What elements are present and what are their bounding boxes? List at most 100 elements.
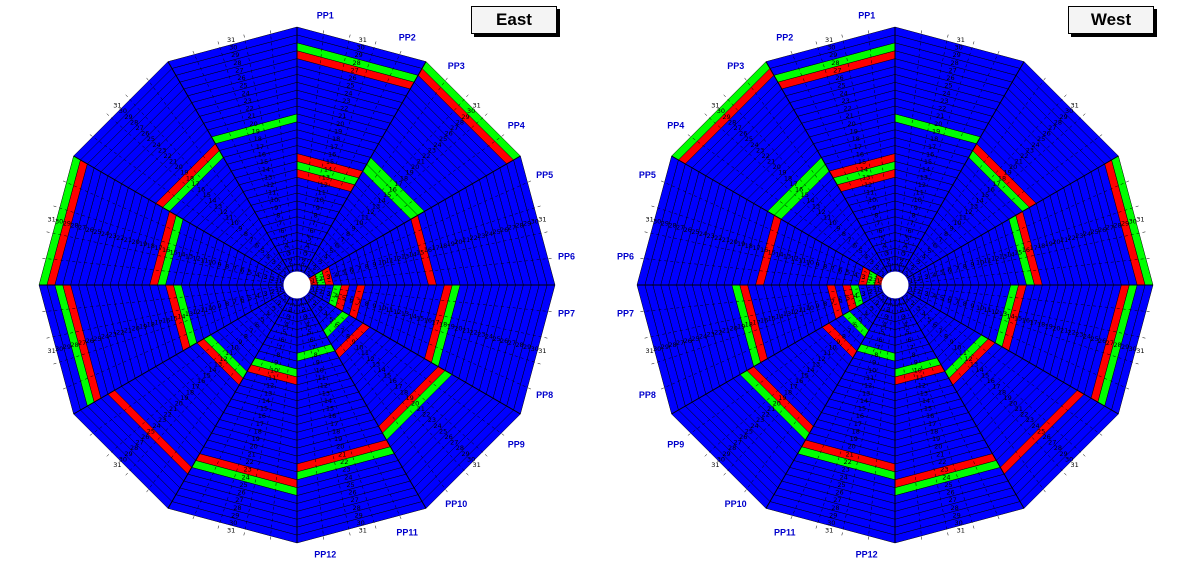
subsector-divider bbox=[308, 290, 533, 391]
subsector-divider bbox=[307, 292, 506, 437]
cell-label: 27 bbox=[1048, 439, 1056, 447]
cell-label: 19 bbox=[850, 435, 858, 443]
cell-label: 6 bbox=[878, 336, 882, 344]
cell-label: 10 bbox=[868, 196, 876, 204]
cell-label: 1 bbox=[905, 293, 909, 301]
subsector-divider bbox=[907, 231, 1148, 283]
pp-label-pp11: PP11 bbox=[774, 528, 796, 538]
cell-label: 13 bbox=[214, 360, 222, 368]
cell-label: 12 bbox=[266, 382, 274, 390]
cell-label: 24 bbox=[839, 89, 847, 97]
cell-label: 22 bbox=[938, 105, 946, 113]
subsector-divider bbox=[302, 296, 403, 521]
cell-label: 29 bbox=[829, 511, 837, 519]
cell-label: 20 bbox=[454, 238, 462, 246]
cell-label: 23 bbox=[109, 232, 117, 240]
cell-label: 30 bbox=[229, 44, 237, 52]
cell-label: 23 bbox=[158, 416, 166, 424]
cell-label: 25 bbox=[837, 82, 845, 90]
cell-label: 9 bbox=[970, 302, 974, 310]
cell-label: 13 bbox=[970, 202, 978, 210]
cell-label: 1 bbox=[283, 293, 287, 301]
cell-label: 14 bbox=[324, 166, 332, 174]
cell-label: 29 bbox=[1121, 220, 1129, 228]
subsector-divider bbox=[898, 297, 975, 531]
cell-label: 13 bbox=[862, 173, 870, 181]
cell-label: 27 bbox=[734, 439, 742, 447]
cell-label: 9 bbox=[274, 204, 278, 212]
subsector-divider bbox=[906, 290, 1131, 391]
subsector-divider bbox=[896, 28, 923, 273]
cell-label: 30 bbox=[653, 218, 661, 226]
cell-label: 2 bbox=[301, 305, 305, 313]
cell-label: 5 bbox=[846, 294, 850, 302]
cell-label: 29 bbox=[231, 51, 239, 59]
cell-label: 25 bbox=[492, 335, 500, 343]
sector-boundary bbox=[901, 296, 1025, 509]
cell-label: 5 bbox=[329, 316, 333, 324]
cell-label: 26 bbox=[348, 74, 356, 82]
cell-label: 23 bbox=[707, 331, 715, 339]
cell-label: 30 bbox=[229, 519, 237, 527]
cell-label: 30 bbox=[717, 455, 725, 463]
cell-label: 11 bbox=[916, 374, 924, 382]
cell-label: 31 bbox=[227, 36, 235, 44]
subsector-divider bbox=[145, 295, 290, 494]
cell-label: 13 bbox=[322, 173, 330, 181]
subsector-divider bbox=[124, 93, 289, 276]
cell-label: 31 bbox=[1070, 461, 1078, 469]
cell-label: 1 bbox=[897, 298, 901, 306]
subsector-divider bbox=[907, 205, 1141, 282]
east-title-box: East bbox=[471, 6, 557, 34]
cell-label: 6 bbox=[947, 267, 951, 275]
pp-label-pp5: PP5 bbox=[639, 170, 656, 180]
cell-label: 20 bbox=[729, 238, 737, 246]
cell-label: 15 bbox=[858, 405, 866, 413]
cell-label: 1 bbox=[909, 277, 913, 285]
cell-label: 24 bbox=[750, 422, 758, 430]
cell-label: 19 bbox=[737, 240, 745, 248]
cell-label: 12 bbox=[864, 181, 872, 189]
sector-boundary bbox=[308, 155, 521, 279]
cell-label: 12 bbox=[393, 254, 401, 262]
cell-label: 20 bbox=[848, 120, 856, 128]
cell-label: 13 bbox=[264, 389, 272, 397]
cell-label: 12 bbox=[219, 355, 227, 363]
beam-hole bbox=[881, 271, 909, 299]
cell-label: 8 bbox=[346, 332, 350, 340]
cell-label: 7 bbox=[955, 298, 959, 306]
cell-label: 2 bbox=[899, 305, 903, 313]
pp-label-pp4: PP4 bbox=[508, 121, 525, 131]
cell-label: 11 bbox=[984, 306, 992, 314]
cell-label: 9 bbox=[914, 359, 918, 367]
cell-label: 28 bbox=[831, 504, 839, 512]
cell-label: 3 bbox=[861, 273, 865, 281]
cell-label: 31 bbox=[825, 36, 833, 44]
cell-label: 20 bbox=[250, 443, 258, 451]
subsector-divider bbox=[44, 231, 285, 283]
cell-label: 9 bbox=[970, 261, 974, 269]
cell-label: 16 bbox=[856, 150, 864, 158]
subsector-divider bbox=[88, 133, 287, 278]
cell-label: 30 bbox=[467, 107, 475, 115]
cell-label: 31 bbox=[47, 216, 55, 224]
pp-label-pp6: PP6 bbox=[558, 252, 575, 262]
subsector-divider bbox=[815, 297, 892, 531]
cell-label: 30 bbox=[955, 519, 963, 527]
cell-label: 5 bbox=[308, 234, 312, 242]
cell-label: 25 bbox=[239, 481, 247, 489]
cell-label: 23 bbox=[477, 331, 485, 339]
cell-label: 6 bbox=[853, 321, 857, 329]
cell-label: 18 bbox=[186, 174, 194, 182]
cell-label: 21 bbox=[846, 112, 854, 120]
subsector-divider bbox=[686, 133, 885, 278]
cell-label: 18 bbox=[254, 135, 262, 143]
cell-label: 31 bbox=[47, 347, 55, 355]
subsector-divider bbox=[300, 39, 377, 273]
cell-label: 31 bbox=[113, 102, 121, 110]
cell-label: 5 bbox=[329, 247, 333, 255]
subsector-divider bbox=[897, 297, 949, 538]
cell-label: 2 bbox=[911, 264, 915, 272]
cell-label: 16 bbox=[760, 316, 768, 324]
cell-label: 27 bbox=[676, 339, 684, 347]
